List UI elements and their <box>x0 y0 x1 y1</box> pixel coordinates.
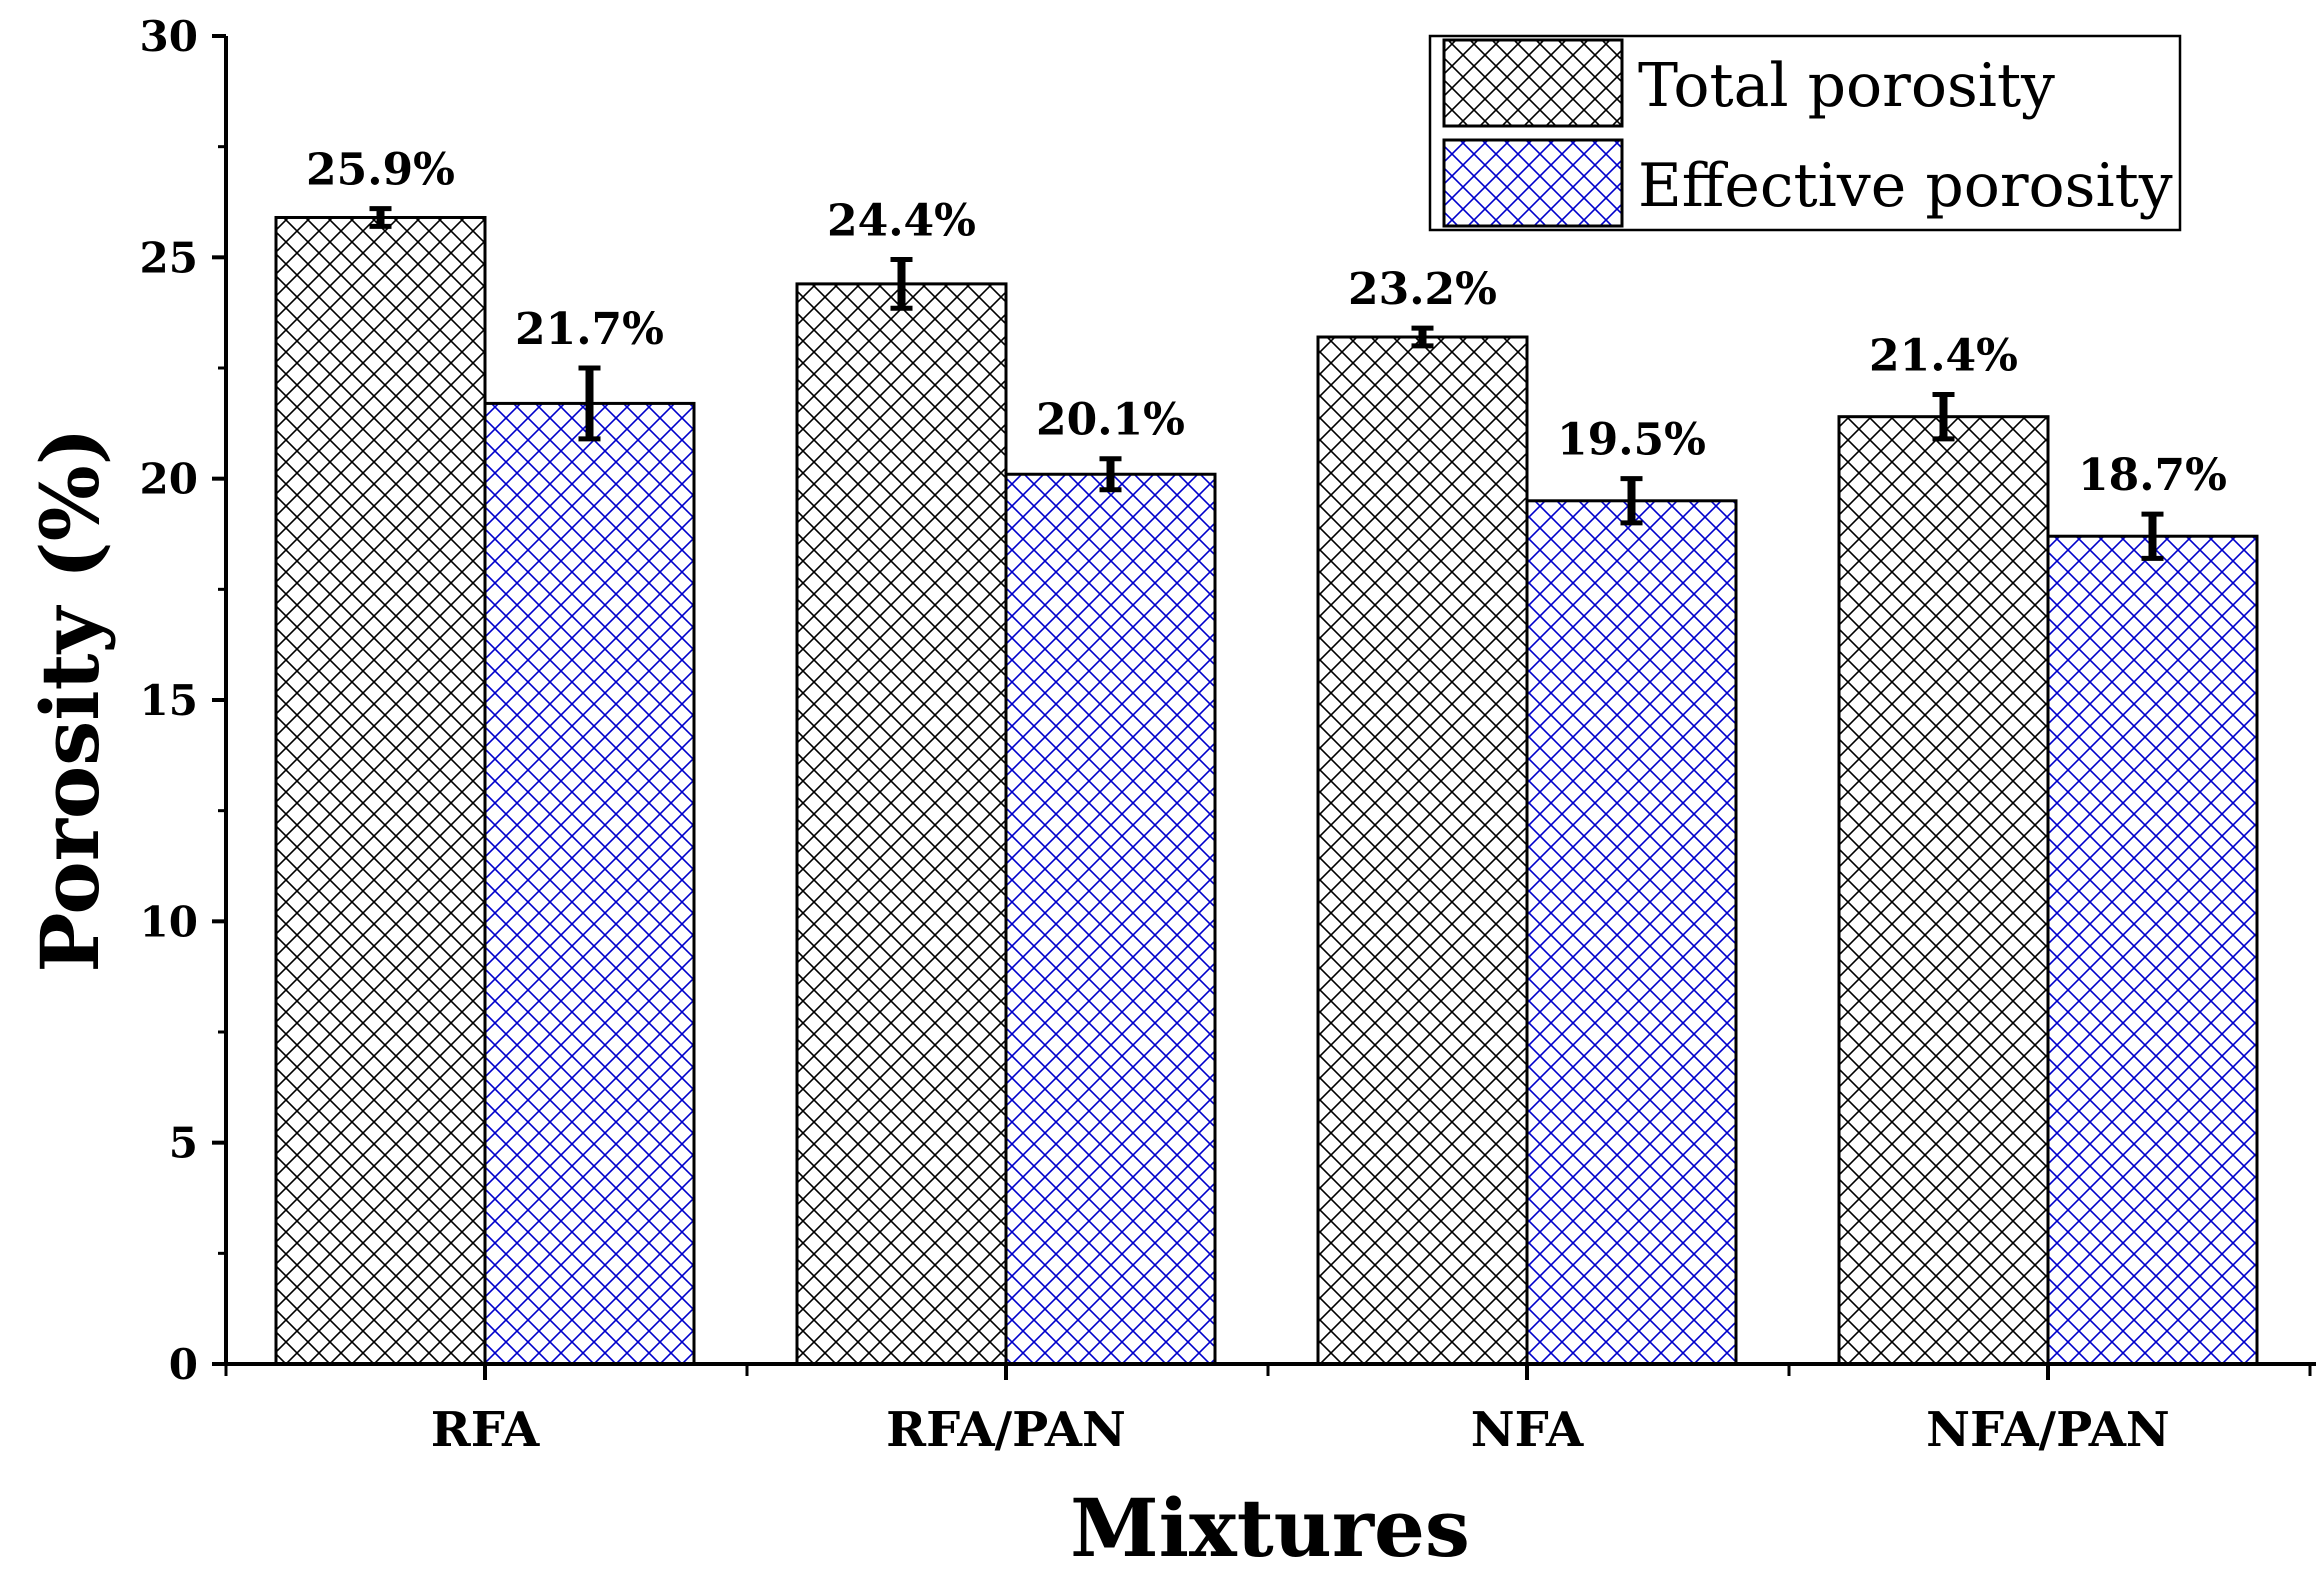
error-bar-effective-porosity-nfa <box>1620 476 1643 526</box>
bar-effective-porosity-nfa <box>1525 499 1738 1366</box>
data-label-effective-porosity-nfa-pan: 18.7% <box>2078 450 2227 501</box>
error-bar-total-porosity-rfa <box>369 206 392 229</box>
legend: Total porosity Effective porosity <box>1428 34 2182 232</box>
data-label-effective-porosity-nfa: 19.5% <box>1557 415 1706 466</box>
x-tick-label-nfa-pan: NFA/PAN <box>1926 1402 2170 1458</box>
bar-effective-porosity-rfa-pan <box>1004 472 1217 1366</box>
error-bar-effective-porosity-nfa-pan <box>2141 511 2164 561</box>
error-bar-total-porosity-nfa-pan <box>1932 392 1955 442</box>
bar-effective-porosity-rfa <box>483 401 696 1366</box>
x-ticks: RFA RFA/PAN NFA NFA/PAN <box>224 1364 2312 1458</box>
data-label-total-porosity-nfa: 23.2% <box>1348 264 1497 315</box>
data-label-effective-porosity-rfa: 21.7% <box>515 304 664 355</box>
x-axis-title: Mixtures <box>1070 1481 1470 1574</box>
error-bar-effective-porosity-rfa-pan <box>1099 456 1122 493</box>
y-tick-label: 0 <box>169 1340 198 1389</box>
data-label-effective-porosity-rfa-pan: 20.1% <box>1036 395 1185 446</box>
legend-swatch-total-porosity <box>1442 38 1624 128</box>
bar-total-porosity-nfa <box>1316 335 1529 1366</box>
error-bars-layer <box>369 206 2164 561</box>
bar-total-porosity-nfa-pan <box>1837 415 2050 1366</box>
bar-effective-porosity-nfa-pan <box>2046 534 2259 1366</box>
x-tick-label-nfa: NFA <box>1471 1402 1584 1458</box>
bar-total-porosity-rfa-pan <box>795 282 1008 1366</box>
legend-label-effective-porosity: Effective porosity <box>1638 151 2173 221</box>
x-tick-label-rfa-pan: RFA/PAN <box>886 1402 1126 1458</box>
y-tick-label: 5 <box>169 1119 198 1168</box>
error-bar-total-porosity-nfa <box>1411 325 1434 349</box>
data-labels-layer: 25.9% 24.4% 23.2% 21.4% 21.7% 20.1% 19.5% 18.7% <box>306 145 2227 501</box>
y-tick-label: 30 <box>140 12 198 61</box>
error-bar-total-porosity-rfa-pan <box>890 257 913 311</box>
y-axis-title: Porosity (%) <box>23 427 117 972</box>
x-tick-label-rfa: RFA <box>431 1402 540 1458</box>
legend-label-total-porosity: Total porosity <box>1638 51 2055 121</box>
y-tick-label: 20 <box>140 455 198 504</box>
y-tick-label: 25 <box>140 233 198 282</box>
y-ticks: 0 5 10 15 20 25 30 <box>140 12 226 1389</box>
data-label-total-porosity-nfa-pan: 21.4% <box>1869 331 2018 382</box>
bars-layer <box>274 215 2259 1366</box>
legend-swatch-effective-porosity <box>1442 138 1624 228</box>
data-label-total-porosity-rfa: 25.9% <box>306 145 455 196</box>
error-bar-effective-porosity-rfa <box>578 365 601 442</box>
y-tick-label: 10 <box>140 897 198 946</box>
y-tick-label: 15 <box>140 676 198 725</box>
data-label-total-porosity-rfa-pan: 24.4% <box>827 196 976 247</box>
bar-total-porosity-rfa <box>274 215 487 1366</box>
